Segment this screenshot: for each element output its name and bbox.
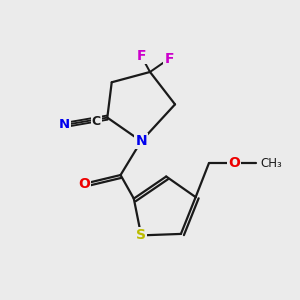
Text: C: C [92,115,101,128]
Text: F: F [136,49,146,63]
Text: S: S [136,228,146,242]
Text: N: N [135,134,147,148]
Text: N: N [59,118,70,131]
Text: O: O [228,156,240,170]
Text: O: O [78,177,90,191]
Text: F: F [164,52,174,66]
Text: CH₃: CH₃ [260,157,282,170]
